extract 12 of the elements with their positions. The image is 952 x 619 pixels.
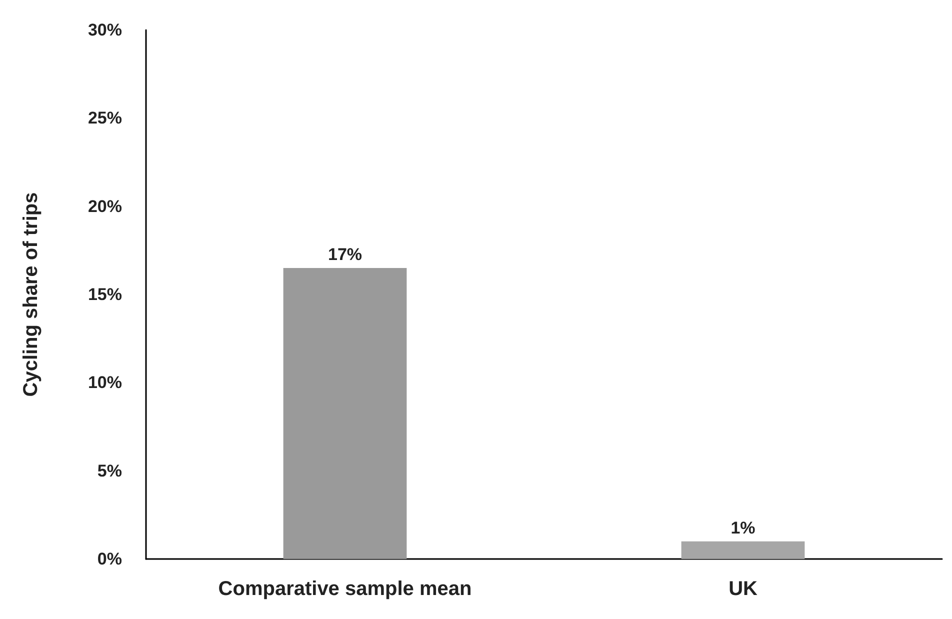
y-tick-label: 20% bbox=[88, 196, 122, 216]
y-tick-label: 5% bbox=[97, 461, 122, 480]
y-tick-label: 30% bbox=[88, 20, 122, 40]
x-tick-label: Comparative sample mean bbox=[218, 578, 472, 600]
x-tick-label: UK bbox=[728, 578, 758, 600]
y-tick-label: 15% bbox=[88, 285, 122, 304]
y-tick-label: 0% bbox=[97, 550, 122, 568]
y-axis-title: Cycling share of trips bbox=[20, 192, 42, 397]
y-tick-label: 25% bbox=[88, 108, 122, 128]
data-label: 1% bbox=[730, 518, 756, 538]
y-tick-label: 10% bbox=[88, 373, 122, 392]
data-label: 17% bbox=[328, 245, 362, 264]
